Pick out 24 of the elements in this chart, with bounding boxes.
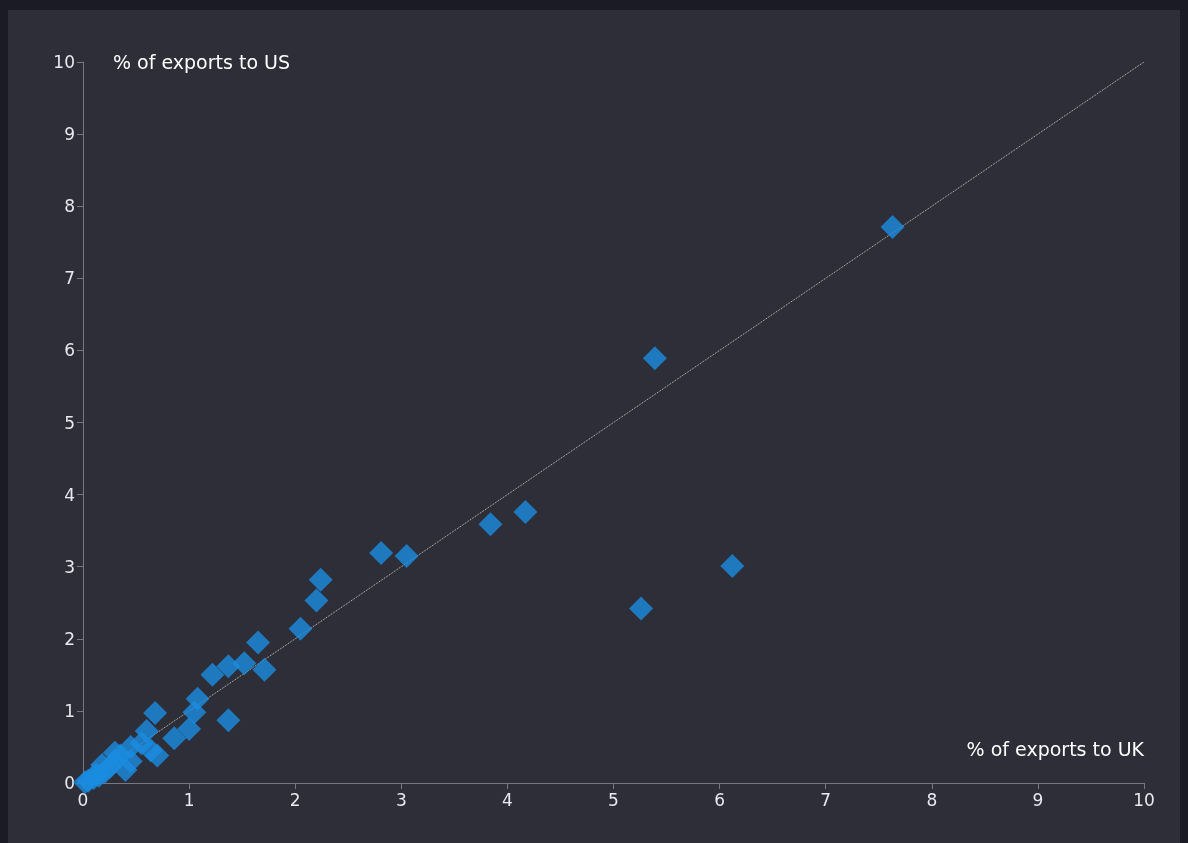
x-tick-label: 0 (77, 789, 89, 810)
x-tick-label: 5 (608, 789, 619, 810)
x-tick-label: 10 (1133, 789, 1155, 810)
x-tick-label: 7 (820, 789, 832, 810)
y-tick-label: 7 (64, 268, 75, 289)
y-axis-title: % of exports to US (113, 50, 291, 73)
x-tick-label: 8 (926, 789, 938, 810)
y-tick-label: 3 (64, 556, 75, 577)
x-tick-label: 6 (714, 789, 726, 810)
y-tick-label: 2 (64, 628, 75, 649)
y-tick-label: 5 (64, 412, 75, 433)
y-tick-label: 6 (64, 340, 75, 361)
y-tick-label: 1 (64, 700, 75, 721)
x-tick-label: 3 (395, 789, 407, 810)
x-tick-label: 4 (501, 789, 513, 810)
x-tick-label: 1 (183, 789, 195, 810)
y-tick-label: 0 (64, 773, 75, 793)
y-tick-label: 9 (64, 124, 75, 145)
x-tick-label: 2 (289, 789, 301, 810)
y-tick-label: 8 (64, 196, 75, 217)
y-tick-label: 10 (53, 52, 75, 72)
x-axis-title: % of exports to UK (966, 737, 1145, 760)
y-tick-label: 4 (64, 484, 75, 505)
x-tick-label: 9 (1032, 789, 1044, 810)
